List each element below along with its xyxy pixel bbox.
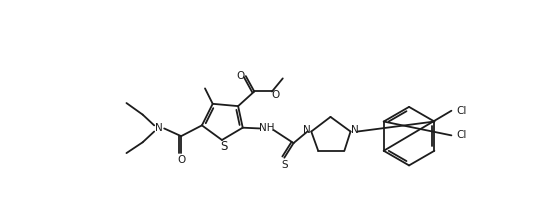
Text: S: S	[281, 160, 288, 170]
Text: O: O	[272, 90, 280, 100]
Text: N: N	[302, 125, 311, 135]
Text: O: O	[236, 71, 245, 81]
Text: O: O	[178, 155, 186, 165]
Text: Cl: Cl	[457, 106, 467, 116]
Text: S: S	[220, 140, 228, 153]
Text: N: N	[352, 125, 359, 135]
Text: NH: NH	[259, 123, 274, 133]
Text: Cl: Cl	[457, 130, 467, 140]
Text: N: N	[155, 123, 163, 133]
